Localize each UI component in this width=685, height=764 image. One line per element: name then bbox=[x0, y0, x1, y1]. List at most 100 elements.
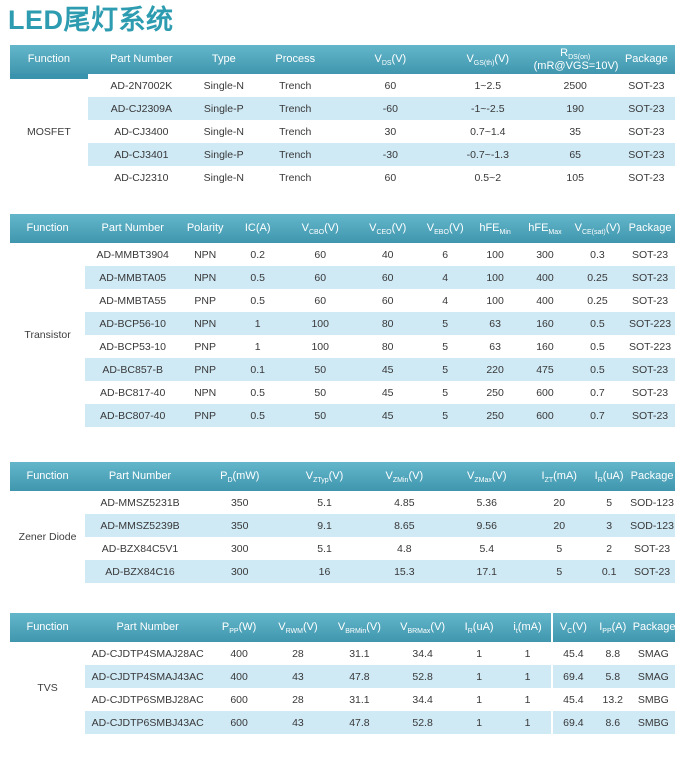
table-row: AD-BZX84C16 300 16 15.3 17.1 5 0.1 SOT-23 bbox=[10, 560, 675, 583]
cell: SOD-123 bbox=[629, 514, 675, 537]
zener-diode-table: Function Part Number PD(mW) VZTyp(V) VZMin(V… bbox=[10, 462, 675, 583]
cell: 15.3 bbox=[364, 560, 445, 583]
column-header: Package bbox=[629, 462, 675, 491]
column-header: VZMin(V) bbox=[364, 462, 445, 491]
table-row: AD-MMSZ5239B 350 9.1 8.65 9.56 20 3 SOD-123 bbox=[10, 514, 675, 537]
cell: 60 bbox=[285, 266, 356, 289]
tables: Function Part Number Type Process VDS(V) VGS(… bbox=[0, 45, 685, 734]
cell: 190 bbox=[532, 97, 618, 120]
column-header: PD(mW) bbox=[194, 462, 285, 491]
cell: AD-MMSZ5239B bbox=[85, 514, 195, 537]
cell: 0.5 bbox=[230, 381, 286, 404]
table-row: AD-BC817-40 NPN 0.5 50 45 5 250 600 0.7 SOT-23 bbox=[10, 381, 675, 404]
cell: 0.5 bbox=[569, 335, 626, 358]
table-row: AD-CJDTP6SMBJ28AC 600 28 31.1 34.4 1 1 45.4 13.2… bbox=[10, 688, 675, 711]
cell: 2 bbox=[589, 537, 630, 560]
cell: 100 bbox=[470, 289, 521, 312]
cell: 0.25 bbox=[569, 266, 626, 289]
cell: 0.1 bbox=[230, 358, 286, 381]
cell: SOT-23 bbox=[629, 560, 675, 583]
cell: AD-MMBTA05 bbox=[85, 266, 181, 289]
table-row: AD-CJ2310 Single-N Trench 60 0.5~2 105 SOT-23 bbox=[10, 166, 675, 189]
cell: AD-BZX84C16 bbox=[85, 560, 195, 583]
cell: 60 bbox=[355, 289, 421, 312]
cell: 65 bbox=[532, 143, 618, 166]
cell: -60 bbox=[337, 97, 443, 120]
cell: Trench bbox=[252, 97, 338, 120]
page-title: LED尾灯系统 bbox=[8, 5, 174, 35]
cell: 400 bbox=[520, 266, 570, 289]
cell: AD-CJDTP6SMBJ28AC bbox=[85, 688, 211, 711]
cell: 0.7~1.4 bbox=[442, 120, 533, 143]
cell: 1 bbox=[504, 711, 552, 734]
cell: 4.85 bbox=[364, 491, 445, 514]
function-cell: Transistor bbox=[10, 243, 86, 427]
column-header: IZT(mA) bbox=[529, 462, 590, 491]
column-header: IR(uA) bbox=[589, 462, 630, 491]
cell: Single-P bbox=[194, 143, 253, 166]
transistor-table: Function Part Number Polarity IC(A) VCBO(V) V… bbox=[10, 214, 675, 427]
cell: 40 bbox=[355, 243, 421, 266]
column-header: Function bbox=[10, 45, 88, 79]
cell: 8.6 bbox=[593, 711, 632, 734]
column-header: VRWM(V) bbox=[268, 613, 328, 642]
table-row: AD-BCP53-10 PNP 1 100 80 5 63 160 0.5 SOT-223 bbox=[10, 335, 675, 358]
cell: NPN bbox=[180, 243, 231, 266]
cell: 9.56 bbox=[444, 514, 530, 537]
cell: 1 bbox=[454, 642, 505, 665]
cell: PNP bbox=[180, 289, 231, 312]
cell: 160 bbox=[520, 312, 570, 335]
cell: SMAG bbox=[631, 642, 675, 665]
cell: 0.5 bbox=[569, 358, 626, 381]
column-header: Polarity bbox=[180, 214, 231, 243]
cell: SOT-23 bbox=[625, 381, 675, 404]
cell: 400 bbox=[210, 665, 268, 688]
cell: 400 bbox=[210, 642, 268, 665]
column-header: it(mA) bbox=[504, 613, 552, 642]
cell: PNP bbox=[180, 404, 231, 427]
cell: Trench bbox=[252, 120, 338, 143]
table-row: AD-CJDTP4SMAJ43AC 400 43 47.8 52.8 1 1 69.4 5.8 S… bbox=[10, 665, 675, 688]
mosfet-spec-table: Function Part Number Type Process VDS(V) VGS(… bbox=[10, 45, 675, 189]
cell: 0.5 bbox=[569, 312, 626, 335]
column-header: Function bbox=[10, 214, 86, 243]
cell: 400 bbox=[520, 289, 570, 312]
column-header: Function bbox=[10, 462, 86, 491]
cell: 60 bbox=[337, 74, 443, 97]
cell: 600 bbox=[210, 688, 268, 711]
column-header: VCEO(V) bbox=[355, 214, 421, 243]
column-header: VGS(th)(V) bbox=[442, 45, 533, 74]
cell: 5 bbox=[589, 491, 630, 514]
table-row: AD-BC857-B PNP 0.1 50 45 5 220 475 0.5 SOT-23 bbox=[10, 358, 675, 381]
column-header: IC(A) bbox=[230, 214, 286, 243]
cell: AD-CJDTP4SMAJ43AC bbox=[85, 665, 211, 688]
column-header: VC(V) bbox=[550, 613, 594, 642]
table-row: AD-BZX84C5V1 300 5.1 4.8 5.4 5 2 SOT-23 bbox=[10, 537, 675, 560]
column-header: VEBO(V) bbox=[420, 214, 471, 243]
cell: 34.4 bbox=[391, 642, 455, 665]
cell: 600 bbox=[520, 381, 570, 404]
cell: 475 bbox=[520, 358, 570, 381]
function-cell: TVS bbox=[10, 642, 86, 734]
cell: 3 bbox=[589, 514, 630, 537]
cell: 2500 bbox=[532, 74, 618, 97]
cell: -0.7~-1.3 bbox=[442, 143, 533, 166]
cell: 45.4 bbox=[550, 688, 594, 711]
cell: 0.7 bbox=[569, 404, 626, 427]
cell: 45.4 bbox=[550, 642, 594, 665]
cell: 80 bbox=[355, 312, 421, 335]
cell: AD-MMBTA55 bbox=[85, 289, 181, 312]
table-row: Zener Diode AD-MMSZ5231B 350 5.1 4.85 5.36 20 5… bbox=[10, 491, 675, 583]
cell: 5.1 bbox=[284, 491, 365, 514]
table-row: AD-CJ2309A Single-P Trench -60 -1~-2.5 190 SOT… bbox=[10, 97, 675, 120]
mosfet-table: Function Part Number Type Process VDS(V) VGS(… bbox=[10, 45, 675, 189]
cell: SOT-23 bbox=[625, 404, 675, 427]
cell: 8.8 bbox=[593, 642, 632, 665]
cell: 160 bbox=[520, 335, 570, 358]
cell: SOT-223 bbox=[625, 335, 675, 358]
cell: 5 bbox=[420, 358, 471, 381]
cell: 45 bbox=[355, 358, 421, 381]
cell: 5.4 bbox=[444, 537, 530, 560]
cell: 1 bbox=[454, 711, 505, 734]
cell: 250 bbox=[470, 404, 521, 427]
